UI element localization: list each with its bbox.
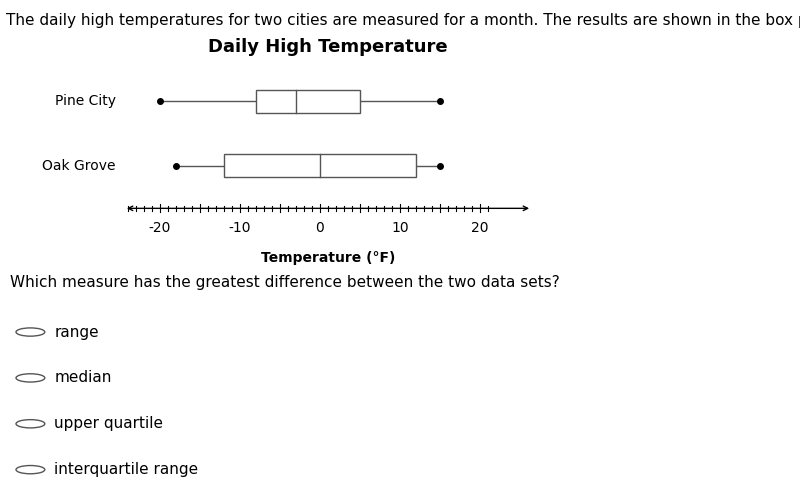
Text: Oak Grove: Oak Grove: [42, 159, 116, 173]
Text: Temperature (°F): Temperature (°F): [261, 251, 395, 265]
Text: 10: 10: [391, 221, 409, 235]
Text: median: median: [54, 370, 112, 386]
Text: 20: 20: [471, 221, 489, 235]
Text: upper quartile: upper quartile: [54, 416, 163, 431]
Bar: [224, 154, 416, 177]
Text: interquartile range: interquartile range: [54, 462, 198, 477]
Text: -20: -20: [149, 221, 171, 235]
Title: Daily High Temperature: Daily High Temperature: [208, 38, 448, 56]
Bar: [256, 90, 360, 113]
Text: Pine City: Pine City: [55, 94, 116, 108]
Text: 0: 0: [316, 221, 324, 235]
Text: The daily high temperatures for two cities are measured for a month. The results: The daily high temperatures for two citi…: [6, 13, 800, 28]
Text: Which measure has the greatest difference between the two data sets?: Which measure has the greatest differenc…: [10, 275, 559, 290]
Text: range: range: [54, 325, 99, 340]
Text: -10: -10: [229, 221, 251, 235]
